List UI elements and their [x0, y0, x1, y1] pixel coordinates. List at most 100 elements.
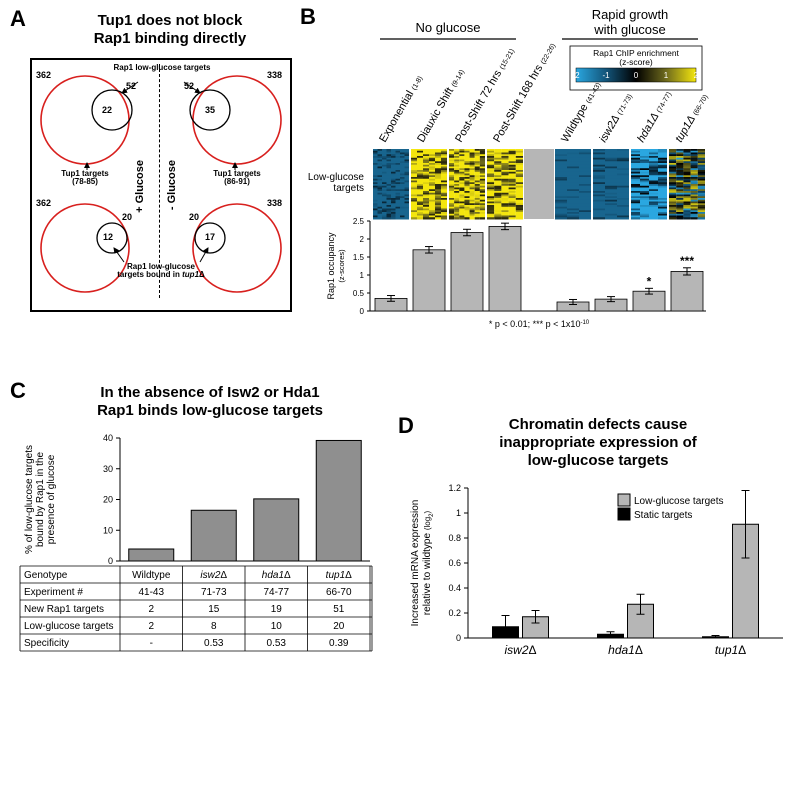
inner-count: 52	[126, 81, 136, 91]
svg-text:2: 2	[148, 604, 154, 615]
panel-a-title: Tup1 does not block Rap1 binding directl…	[50, 12, 290, 48]
svg-text:1.2: 1.2	[448, 483, 461, 493]
svg-text:10: 10	[103, 525, 113, 535]
panel-b: B No glucoseRapid growthwith glucoseExpo…	[300, 4, 800, 364]
svg-text:Wildtype (41-43): Wildtype (41-43)	[559, 80, 603, 145]
svg-text:2: 2	[360, 235, 365, 244]
svg-text:0.5: 0.5	[353, 289, 365, 298]
tup1-range: (86-91)	[224, 177, 250, 186]
svg-text:isw2Δ (71-73): isw2Δ (71-73)	[597, 91, 635, 144]
panel-d: D Chromatin defects cause inappropriate …	[398, 378, 798, 678]
svg-text:Rapid growth: Rapid growth	[592, 7, 669, 22]
overlap-count: 22	[102, 105, 112, 115]
panel-c-label: C	[10, 378, 26, 404]
panel-a-title-line2: Rap1 binding directly	[94, 30, 247, 47]
svg-text:74-77: 74-77	[263, 587, 289, 598]
svg-text:15: 15	[208, 604, 220, 615]
panel-a: A Tup1 does not block Rap1 binding direc…	[10, 6, 290, 326]
svg-text:19: 19	[271, 604, 283, 615]
svg-text:Rap1 ChIP enrichment(z-score): Rap1 ChIP enrichment(z-score)	[593, 48, 679, 67]
svg-text:20: 20	[333, 621, 345, 632]
svg-text:0.53: 0.53	[204, 638, 224, 649]
panel-d-label: D	[398, 413, 414, 439]
svg-text:Post-Shift 168 hrs (22-26): Post-Shift 168 hrs (22-26)	[491, 41, 558, 145]
svg-text:No glucose: No glucose	[415, 20, 480, 35]
svg-text:tup1Δ: tup1Δ	[715, 643, 746, 657]
d-title-1: Chromatin defects cause	[509, 416, 687, 433]
rap1-bound-tup1d: Rap1 low-glucose targets bound in tup1Δ	[116, 263, 206, 280]
svg-text:0.4: 0.4	[448, 583, 461, 593]
overlap-count: 12	[103, 232, 113, 242]
svg-text:0: 0	[360, 307, 365, 316]
svg-text:71-73: 71-73	[201, 587, 227, 598]
svg-text:Experiment #: Experiment #	[24, 587, 83, 598]
svg-text:10: 10	[271, 621, 283, 632]
svg-text:Genotype: Genotype	[24, 570, 68, 581]
overlap-count: 17	[205, 232, 215, 242]
panel-c: C In the absence of Isw2 or Hda1 Rap1 bi…	[10, 378, 380, 798]
svg-text:20: 20	[103, 495, 113, 505]
panel-b-label: B	[300, 4, 316, 30]
panel-a-label: A	[10, 6, 26, 32]
svg-text:tup1Δ: tup1Δ	[326, 570, 352, 581]
svg-text:-1: -1	[602, 71, 610, 80]
svg-text:Specificity: Specificity	[24, 638, 69, 649]
c-title-1: In the absence of Isw2 or Hda1	[100, 384, 319, 401]
svg-text:***: ***	[680, 254, 694, 268]
inner-count: 52	[184, 81, 194, 91]
svg-text:30: 30	[103, 464, 113, 474]
svg-text:2: 2	[148, 621, 154, 632]
c-title-2: Rap1 binds low-glucose targets	[97, 402, 323, 419]
svg-text:with glucose: with glucose	[593, 22, 666, 37]
svg-text:-2: -2	[572, 71, 580, 80]
venn-top-left: 362 52 22	[32, 60, 160, 180]
panel-c-title: In the absence of Isw2 or Hda1 Rap1 bind…	[40, 384, 380, 420]
panel-a-box: + Glucose - Glucose 362 52 22 338 52 35	[30, 58, 292, 312]
line2: targets bound in tup1Δ	[117, 270, 205, 279]
svg-text:Static targets: Static targets	[634, 510, 692, 521]
svg-text:0.8: 0.8	[448, 533, 461, 543]
overlap-count: 35	[205, 105, 215, 115]
svg-text:hda1Δ (74-77): hda1Δ (74-77)	[635, 89, 674, 144]
outer-count: 362	[36, 70, 51, 80]
svg-text:0: 0	[456, 633, 461, 643]
venn-bottom-left: 362 20 12	[32, 188, 160, 308]
svg-text:1: 1	[664, 71, 669, 80]
svg-text:tup1Δ (66-70): tup1Δ (66-70)	[673, 92, 710, 145]
svg-text:1: 1	[360, 271, 365, 280]
venn-svg	[32, 60, 160, 180]
rap1-low-glucose-label: Rap1 low-glucose targets	[112, 64, 212, 72]
svg-text:-: -	[150, 638, 153, 649]
svg-text:New Rap1 targets: New Rap1 targets	[24, 604, 104, 615]
outer-count: 338	[267, 198, 282, 208]
d-title-3: low-glucose targets	[528, 452, 669, 469]
panel-d-svg: 00.20.40.60.811.2Increased mRNA expressi…	[398, 478, 798, 678]
d-title-2: inappropriate expression of	[499, 434, 697, 451]
outer-count: 362	[36, 198, 51, 208]
svg-text:isw2Δ: isw2Δ	[504, 643, 536, 657]
venn-bottom-right: 338 20 17	[162, 188, 290, 308]
venn-top-right: 338 52 35	[162, 60, 290, 180]
tup1-range: (78-85)	[72, 177, 98, 186]
svg-text:40: 40	[103, 433, 113, 443]
svg-text:hda1Δ: hda1Δ	[262, 570, 291, 581]
outer-count: 338	[267, 70, 282, 80]
svg-text:0: 0	[634, 71, 639, 80]
inner-count: 20	[122, 212, 132, 222]
inner-count: 20	[189, 212, 199, 222]
svg-text:1: 1	[456, 508, 461, 518]
svg-text:0.6: 0.6	[448, 558, 461, 568]
svg-text:0.39: 0.39	[329, 638, 349, 649]
svg-text:0: 0	[108, 556, 113, 566]
svg-text:0.53: 0.53	[267, 638, 287, 649]
panel-a-title-line1: Tup1 does not block	[98, 12, 243, 29]
svg-text:66-70: 66-70	[326, 587, 352, 598]
svg-text:51: 51	[333, 604, 345, 615]
tup1-targets-plus: Tup1 targets (78-85)	[40, 170, 130, 187]
svg-text:Rap1 occupancy(z-scores): Rap1 occupancy(z-scores)	[326, 232, 346, 300]
svg-text:Wildtype: Wildtype	[132, 570, 171, 581]
svg-text:% of low-glucose targetsbound: % of low-glucose targetsbound by Rap1 in…	[24, 445, 57, 554]
panel-d-title: Chromatin defects cause inappropriate ex…	[418, 416, 778, 470]
svg-text:Low-glucose targets: Low-glucose targets	[24, 621, 114, 632]
svg-text:1.5: 1.5	[353, 253, 365, 262]
